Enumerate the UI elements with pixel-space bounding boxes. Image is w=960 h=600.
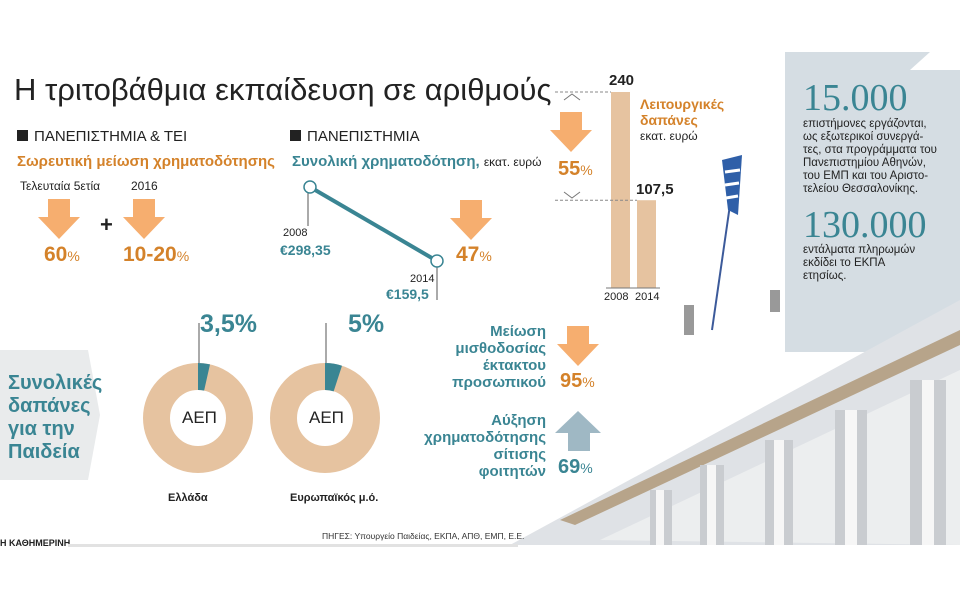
line-x-2008: 2008: [283, 227, 308, 239]
pie-center-greece: ΑΕΠ: [182, 408, 217, 427]
meals-value: 69%: [558, 456, 593, 478]
pie-center-europe: ΑΕΠ: [309, 408, 344, 427]
education-title: Συνολικές δαπάνες για την Παιδεία: [8, 372, 103, 463]
bar-title: Λειτουργικές δαπάνες: [640, 96, 725, 128]
fact-text-2: εντάλματα πληρωμών εκδίδει το ΕΚΠΑ ετησίως…: [803, 244, 916, 282]
brand-logo: Η ΚΑΘΗΜΕΡΙΝΗ: [0, 538, 71, 548]
pie-label-europe: Ευρωπαϊκός μ.ό.: [290, 492, 379, 504]
line-label-2008: €298,35: [280, 242, 331, 258]
meals-label: Αύξηση χρηματοδότησης σίτισης φοιτητών: [424, 412, 546, 480]
value-55: 55%: [558, 158, 593, 180]
bar-unit: εκατ. ευρώ: [640, 129, 698, 143]
fact-text-1: επιστήμονες εργάζονται, ως εξωτερικοί συν…: [803, 118, 937, 195]
value-2016: 10-20%: [123, 243, 190, 266]
payroll-value: 95%: [560, 370, 595, 392]
value-47: 47%: [456, 243, 492, 266]
statue: [684, 305, 694, 335]
year-label: 2016: [131, 179, 158, 193]
fact-number-2: 130.000: [803, 204, 927, 246]
statue: [770, 290, 780, 312]
bar-x-2008: 2008: [604, 291, 629, 303]
plus-sign: +: [100, 212, 113, 237]
greek-flag-icon: [722, 155, 742, 215]
bar-label-2008: 240: [609, 72, 635, 89]
pie-value-greece: 3,5%: [200, 310, 257, 338]
section1-header: ΠΑΝΕΠΙΣΤΗΜΙΑ & ΤΕΙ: [17, 128, 187, 145]
bar-label-2014: 107,5: [636, 181, 674, 198]
pie-label-greece: Ελλάδα: [168, 492, 208, 504]
value-5yr: 60%: [44, 243, 80, 266]
footer-rule: [68, 544, 518, 547]
bar-x-2014: 2014: [635, 291, 660, 303]
page-title: Η τριτοβάθμια εκπαίδευση σε αριθμούς: [14, 72, 552, 107]
payroll-label: Μείωση μισθοδοσίας έκτακτου προσωπικού: [452, 323, 546, 391]
line-x-2014: 2014: [410, 273, 435, 285]
facts-panel: [785, 52, 960, 352]
section2-subtitle: Συνολική χρηματοδότηση, εκατ. ευρώ: [292, 153, 542, 170]
pie-value-europe: 5%: [348, 310, 385, 338]
period-label: Τελευταία 5ετία: [20, 179, 101, 193]
line-label-2014: €159,5: [386, 286, 429, 302]
section1-subtitle: Σωρευτική μείωση χρηματοδότησης: [17, 153, 275, 170]
section2-header: ΠΑΝΕΠΙΣΤΗΜΙΑ: [290, 128, 420, 145]
sources: ΠΗΓΕΣ: Υπουργείο Παιδείας, ΕΚΠΑ, ΑΠΘ, ΕΜ…: [322, 531, 525, 541]
fact-number-1: 15.000: [803, 77, 908, 119]
